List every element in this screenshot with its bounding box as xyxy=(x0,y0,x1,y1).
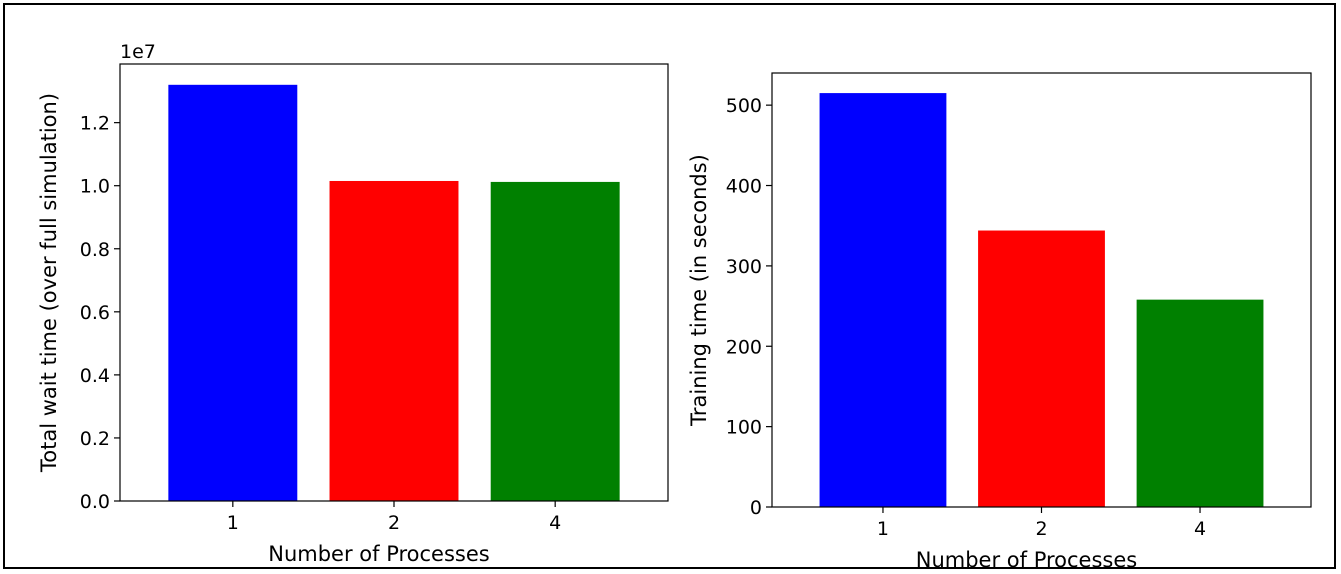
y-tick-label-0: 0 xyxy=(750,497,762,519)
y-tick-label-6: 1.2 xyxy=(80,113,110,135)
y-axis-label: Training time (in seconds) xyxy=(687,154,711,427)
bar-2 xyxy=(978,230,1105,507)
y-tick-label-0: 0.0 xyxy=(80,491,110,513)
bar-4 xyxy=(1136,299,1264,507)
x-axis-label: Number of Processes xyxy=(268,542,489,566)
y-tick-label-1: 100 xyxy=(726,417,762,439)
y-tick-label-2: 0.4 xyxy=(80,365,110,387)
y-tick-label-3: 300 xyxy=(726,256,762,278)
x-tick-label-1: 1 xyxy=(877,518,889,540)
x-tick-label-2: 2 xyxy=(1035,518,1047,540)
x-tick-label-4: 4 xyxy=(1194,518,1206,540)
chart-1: 1 2 4 0.0 0.2 0.4 0.6 0.8 1.0 1.2 1e7 Number of Pro… xyxy=(37,41,669,566)
bar-2 xyxy=(329,180,459,502)
plot-frame xyxy=(119,63,669,502)
plot-frame xyxy=(771,72,1312,508)
x-tick-label-2: 2 xyxy=(388,512,400,534)
x-tick-label-4: 4 xyxy=(549,512,561,534)
y-tick-label-1: 0.2 xyxy=(80,428,110,450)
x-axis-label: Number of Processes xyxy=(916,548,1137,572)
bar-4 xyxy=(490,181,620,501)
y-tick-label-5: 1.0 xyxy=(80,176,110,198)
y-tick-label-5: 500 xyxy=(726,95,762,117)
y-axis-label: Total wait time (over full simulation) xyxy=(37,93,61,473)
x-tick-label-1: 1 xyxy=(227,512,239,534)
y-tick-label-4: 400 xyxy=(726,176,762,198)
y-offset-label: 1e7 xyxy=(120,41,156,63)
bar-1 xyxy=(168,84,298,502)
chart-2: 1 2 4 0 100 200 300 400 500 Number of Processes Tr… xyxy=(687,72,1312,572)
y-tick-label-4: 0.8 xyxy=(80,239,110,261)
y-tick-label-3: 0.6 xyxy=(80,302,110,324)
bar-1 xyxy=(819,93,947,507)
y-tick-label-2: 200 xyxy=(726,336,762,358)
